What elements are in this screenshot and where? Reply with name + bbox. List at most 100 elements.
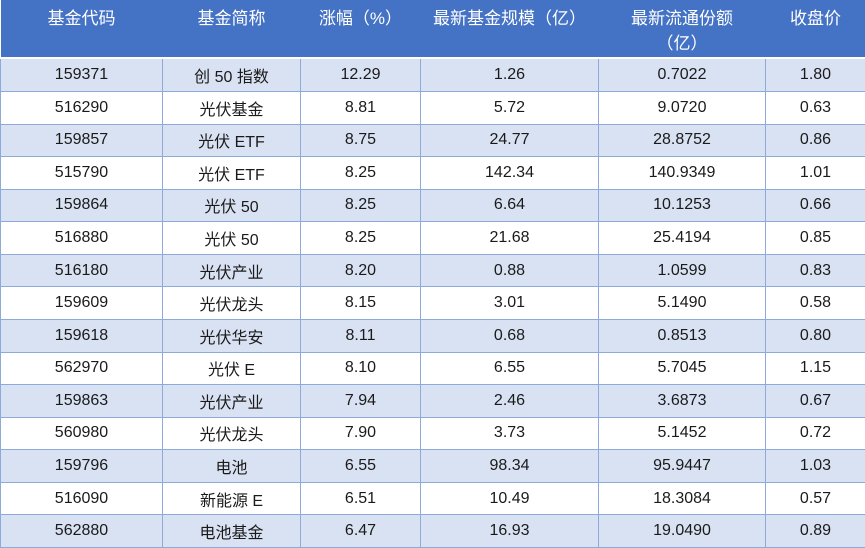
fund-size-cell: 0.88: [420, 253, 599, 288]
fund-code-cell: 159863: [0, 384, 163, 418]
change-pct-cell: 12.29: [300, 57, 421, 93]
fund-name-cell: 光伏产业: [162, 253, 301, 288]
change-pct-cell: 8.75: [300, 123, 421, 158]
fund-name-cell: 光伏华安: [162, 318, 301, 353]
fund-size-cell: 98.34: [420, 449, 599, 483]
table-row: 159863 光伏产业 7.94 2.46 3.6873 0.67: [0, 384, 865, 418]
fund-name-cell: 光伏 ETF: [162, 156, 301, 190]
fund-code-cell: 159864: [0, 188, 163, 223]
circulating-shares-cell: 0.8513: [598, 318, 766, 353]
change-pct-cell: 8.25: [300, 188, 421, 223]
close-price-cell: 0.86: [765, 123, 865, 158]
change-pct-cell: 8.11: [300, 318, 421, 353]
fund-name-cell: 电池: [162, 449, 301, 483]
circulating-shares-cell: 28.8752: [598, 123, 766, 158]
circulating-shares-cell: 10.1253: [598, 188, 766, 223]
change-pct-cell: 8.20: [300, 253, 421, 288]
fund-size-cell: 16.93: [420, 514, 599, 548]
fund-size-cell: 6.55: [420, 351, 599, 386]
circulating-shares-cell: 1.0599: [598, 253, 766, 288]
change-pct-cell: 7.94: [300, 384, 421, 418]
table-row: 560980 光伏龙头 7.90 3.73 5.1452 0.72: [0, 416, 865, 451]
fund-code-cell: 516180: [0, 253, 163, 288]
fund-size-cell: 24.77: [420, 123, 599, 158]
table-row: 159371 创 50 指数 12.29 1.26 0.7022 1.80: [0, 57, 865, 93]
fund-code-cell: 562970: [0, 351, 163, 386]
change-pct-cell: 8.81: [300, 91, 421, 125]
fund-size-cell: 21.68: [420, 221, 599, 255]
table-row: 516290 光伏基金 8.81 5.72 9.0720 0.63: [0, 91, 865, 125]
close-price-cell: 0.63: [765, 91, 865, 125]
fund-name-cell: 光伏龙头: [162, 286, 301, 320]
fund-size-cell: 3.01: [420, 286, 599, 320]
fund-name-cell: 光伏基金: [162, 91, 301, 125]
fund-size-cell: 3.73: [420, 416, 599, 451]
fund-table-body: 159371 创 50 指数 12.29 1.26 0.7022 1.80 516290 光伏…: [0, 57, 865, 548]
table-row: 562970 光伏 E 8.10 6.55 5.7045 1.15: [0, 351, 865, 386]
close-price-cell: 0.72: [765, 416, 865, 451]
change-pct-cell: 8.15: [300, 286, 421, 320]
change-pct-cell: 7.90: [300, 416, 421, 451]
column-header-change-pct: 涨幅（%）: [300, 0, 421, 60]
circulating-shares-cell: 25.4194: [598, 221, 766, 255]
table-row: 516180 光伏产业 8.20 0.88 1.0599 0.83: [0, 253, 865, 288]
fund-name-cell: 光伏 ETF: [162, 123, 301, 158]
circulating-shares-cell: 18.3084: [598, 481, 766, 516]
fund-code-cell: 159609: [0, 286, 163, 320]
table-row: 516880 光伏 50 8.25 21.68 25.4194 0.85: [0, 221, 865, 255]
fund-code-cell: 516290: [0, 91, 163, 125]
close-price-cell: 0.85: [765, 221, 865, 255]
fund-code-cell: 515790: [0, 156, 163, 190]
close-price-cell: 0.89: [765, 514, 865, 548]
fund-name-cell: 光伏 50: [162, 221, 301, 255]
circulating-shares-cell: 9.0720: [598, 91, 766, 125]
circulating-shares-cell: 5.1452: [598, 416, 766, 451]
close-price-cell: 1.01: [765, 156, 865, 190]
column-header-close-price: 收盘价: [765, 0, 865, 60]
table-row: 159618 光伏华安 8.11 0.68 0.8513 0.80: [0, 318, 865, 353]
column-header-fund-size: 最新基金规模（亿）: [420, 0, 599, 60]
change-pct-cell: 6.47: [300, 514, 421, 548]
fund-code-cell: 159371: [0, 57, 163, 93]
circulating-shares-cell: 5.7045: [598, 351, 766, 386]
fund-size-cell: 1.26: [420, 57, 599, 93]
change-pct-cell: 8.25: [300, 156, 421, 190]
fund-name-cell: 光伏 50: [162, 188, 301, 223]
column-header-fund-name: 基金简称: [162, 0, 301, 60]
fund-code-cell: 159857: [0, 123, 163, 158]
fund-size-cell: 6.64: [420, 188, 599, 223]
close-price-cell: 0.58: [765, 286, 865, 320]
table-row: 159857 光伏 ETF 8.75 24.77 28.8752 0.86: [0, 123, 865, 158]
fund-name-cell: 新能源 E: [162, 481, 301, 516]
circulating-shares-cell: 19.0490: [598, 514, 766, 548]
fund-code-cell: 516880: [0, 221, 163, 255]
circulating-shares-cell: 5.1490: [598, 286, 766, 320]
close-price-cell: 0.83: [765, 253, 865, 288]
fund-table-header: 基金代码 基金简称 涨幅（%） 最新基金规模（亿） 最新流通份额 （亿） 收盘价: [0, 0, 865, 60]
change-pct-cell: 6.55: [300, 449, 421, 483]
change-pct-cell: 8.10: [300, 351, 421, 386]
fund-code-cell: 560980: [0, 416, 163, 451]
fund-name-cell: 光伏产业: [162, 384, 301, 418]
table-row: 159609 光伏龙头 8.15 3.01 5.1490 0.58: [0, 286, 865, 320]
fund-code-cell: 159796: [0, 449, 163, 483]
fund-size-cell: 142.34: [420, 156, 599, 190]
fund-name-cell: 光伏 E: [162, 351, 301, 386]
close-price-cell: 1.80: [765, 57, 865, 93]
fund-name-cell: 电池基金: [162, 514, 301, 548]
circulating-shares-cell: 95.9447: [598, 449, 766, 483]
table-row: 159796 电池 6.55 98.34 95.9447 1.03: [0, 449, 865, 483]
close-price-cell: 0.80: [765, 318, 865, 353]
circulating-shares-cell: 140.9349: [598, 156, 766, 190]
close-price-cell: 0.67: [765, 384, 865, 418]
circulating-shares-cell: 3.6873: [598, 384, 766, 418]
circulating-shares-cell: 0.7022: [598, 57, 766, 93]
fund-size-cell: 2.46: [420, 384, 599, 418]
close-price-cell: 1.15: [765, 351, 865, 386]
table-row: 159864 光伏 50 8.25 6.64 10.1253 0.66: [0, 188, 865, 223]
table-row: 516090 新能源 E 6.51 10.49 18.3084 0.57: [0, 481, 865, 516]
column-header-fund-code: 基金代码: [0, 0, 163, 60]
fund-code-cell: 159618: [0, 318, 163, 353]
